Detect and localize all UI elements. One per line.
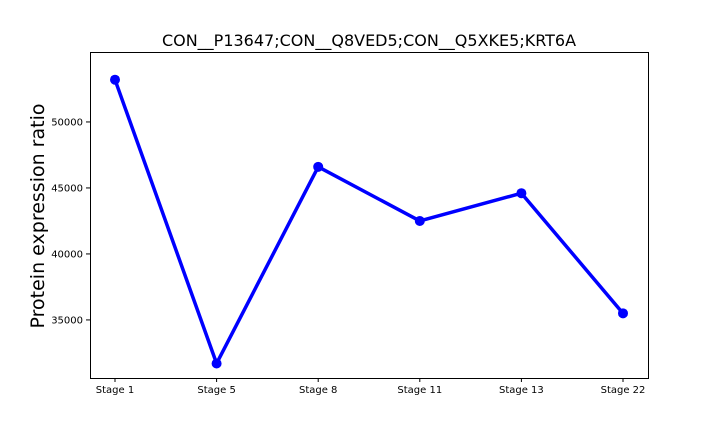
y-tick-label: 35000 [51,315,83,326]
plot-area-frame [90,52,649,379]
data-point [414,215,425,226]
chart-title: CON__P13647;CON__Q8VED5;CON__Q5XKE5;KRT6… [162,31,576,51]
data-point [516,188,527,199]
data-point [211,358,222,369]
x-tick-label: Stage 1 [96,385,134,396]
x-tick-label: Stage 22 [601,385,646,396]
x-tick-label: Stage 8 [299,385,337,396]
x-tick-label: Stage 13 [499,385,544,396]
series-layer [110,74,628,369]
y-axis-ticks: 35000 40000 45000 50000 [51,117,90,326]
series-line [113,77,625,366]
x-tick-label: Stage 11 [397,385,442,396]
y-tick-label: 45000 [51,183,83,194]
x-axis-ticks: Stage 1 Stage 5 Stage 8 Stage 11 Stage 13 Sta… [96,378,646,396]
data-point [110,74,120,85]
data-point [313,161,324,172]
y-tick-label: 50000 [51,117,83,128]
y-tick-label: 40000 [51,249,83,260]
y-axis-label: Protein expression ratio [27,104,49,329]
x-tick-label: Stage 5 [197,385,235,396]
data-point [618,308,628,319]
